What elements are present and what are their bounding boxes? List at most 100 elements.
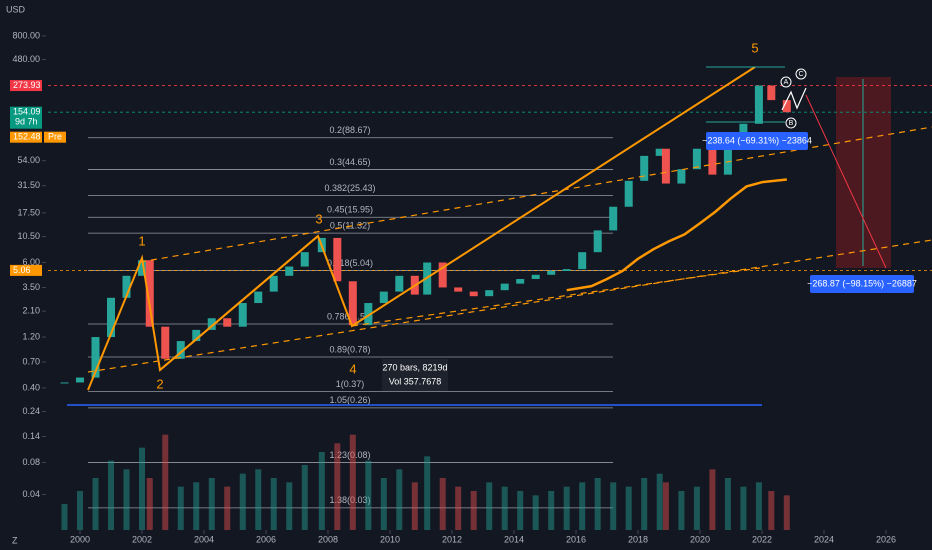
price-tag-label: 5.06	[13, 265, 31, 275]
volume-bar	[486, 482, 493, 530]
y-tick-label: 2.10	[22, 305, 40, 315]
wave-label: 4	[349, 361, 356, 376]
candle	[161, 326, 170, 359]
volume-bar	[548, 491, 555, 530]
price-tag	[10, 106, 42, 129]
candle	[176, 341, 185, 359]
volume-bar	[380, 478, 387, 530]
y-tick-label: 0.24	[22, 406, 40, 416]
measure-box	[706, 132, 808, 150]
fib-label: 1.38(0.03)	[329, 495, 370, 505]
price-tag-label: 273.93	[13, 80, 41, 90]
candle	[138, 260, 146, 276]
candle	[708, 148, 717, 175]
candle	[60, 382, 69, 384]
volume-bar	[709, 469, 716, 530]
volume-bar	[594, 478, 601, 530]
volume-bar	[208, 478, 215, 530]
x-tick-label: 2022	[752, 534, 772, 544]
candle	[454, 287, 463, 292]
range-info: Vol 357.7678	[389, 376, 442, 386]
candle	[782, 100, 791, 113]
candle	[485, 290, 494, 297]
y-tick-label: 0.04	[22, 489, 40, 499]
x-tick-label: 2002	[132, 534, 152, 544]
volume-bar	[139, 447, 145, 530]
volume-bar	[270, 478, 277, 530]
candle	[238, 303, 247, 327]
volume-bar	[641, 478, 648, 530]
volume-bar	[61, 504, 68, 530]
volume-bar	[501, 486, 508, 530]
volume-bar	[656, 473, 663, 530]
volume-bar	[579, 482, 586, 530]
candle	[723, 137, 732, 175]
volume-bar	[162, 434, 169, 530]
volume-bar	[334, 443, 341, 530]
x-tick-label: 2010	[380, 534, 400, 544]
fib-label: 0.3(44.65)	[329, 157, 370, 167]
correction-circle	[795, 68, 807, 80]
price-tag-label: 152.48	[13, 132, 41, 142]
x-tick-label: 2006	[256, 534, 276, 544]
fib-label: 0.89(0.78)	[329, 344, 370, 354]
projection-path	[781, 87, 807, 111]
fib-label: 0.618(5.04)	[327, 258, 373, 268]
y-tick-label: 0.70	[22, 356, 40, 366]
pre-tag	[44, 131, 66, 143]
volume-bar	[517, 491, 524, 530]
candle	[547, 270, 556, 275]
volume-bar	[286, 482, 293, 530]
x-tick-label: 2026	[876, 534, 896, 544]
price-tag-sub: 9d 7h	[15, 117, 38, 127]
x-tick-label: 2008	[318, 534, 338, 544]
corner-label: Z	[12, 535, 18, 545]
y-tick-label: 0.14	[22, 431, 40, 441]
candle	[207, 318, 216, 330]
candle	[300, 252, 309, 267]
candle	[516, 279, 525, 284]
y-tick-label: 0.40	[22, 382, 40, 392]
candle	[269, 275, 278, 292]
candle	[500, 283, 509, 291]
volume-bar	[455, 486, 462, 530]
candle	[364, 303, 373, 326]
volume-bar	[177, 486, 184, 530]
volume-bar	[424, 456, 431, 530]
candle	[609, 206, 618, 231]
price-tag	[10, 131, 42, 143]
correction-label: B	[789, 120, 794, 127]
x-tick-label: 2024	[814, 534, 834, 544]
x-tick-label: 2018	[628, 534, 648, 544]
volume-bar	[349, 434, 356, 530]
moving-average	[566, 178, 787, 292]
y-tick-label: 6.00	[22, 257, 40, 267]
candle	[192, 329, 201, 342]
channel-upper	[139, 126, 932, 263]
candle	[333, 237, 342, 282]
volume-bar	[108, 460, 114, 530]
corrections	[780, 68, 807, 129]
x-tick-label: 2020	[690, 534, 710, 544]
y-tick-label: 1.20	[22, 331, 40, 341]
volume-bar	[77, 491, 83, 530]
x-tick-label: 2004	[194, 534, 214, 544]
volume-bar	[678, 491, 685, 530]
volume-bar	[92, 478, 99, 530]
candle	[562, 269, 571, 271]
candle	[379, 291, 388, 304]
price-tag-label: 154.09	[13, 107, 41, 117]
y-tick-label: 480.00	[12, 54, 40, 64]
candle	[661, 148, 670, 184]
candle	[469, 291, 478, 297]
volume-bar	[532, 495, 539, 530]
pre-tag-label: Pre	[48, 132, 62, 142]
candle	[91, 337, 100, 378]
candle	[624, 180, 633, 207]
y-tick-label: 0.08	[22, 457, 40, 467]
channel-mid	[351, 267, 761, 327]
y-tick-label: 800.00	[12, 30, 40, 40]
y-tick-label: 10.50	[17, 231, 40, 241]
